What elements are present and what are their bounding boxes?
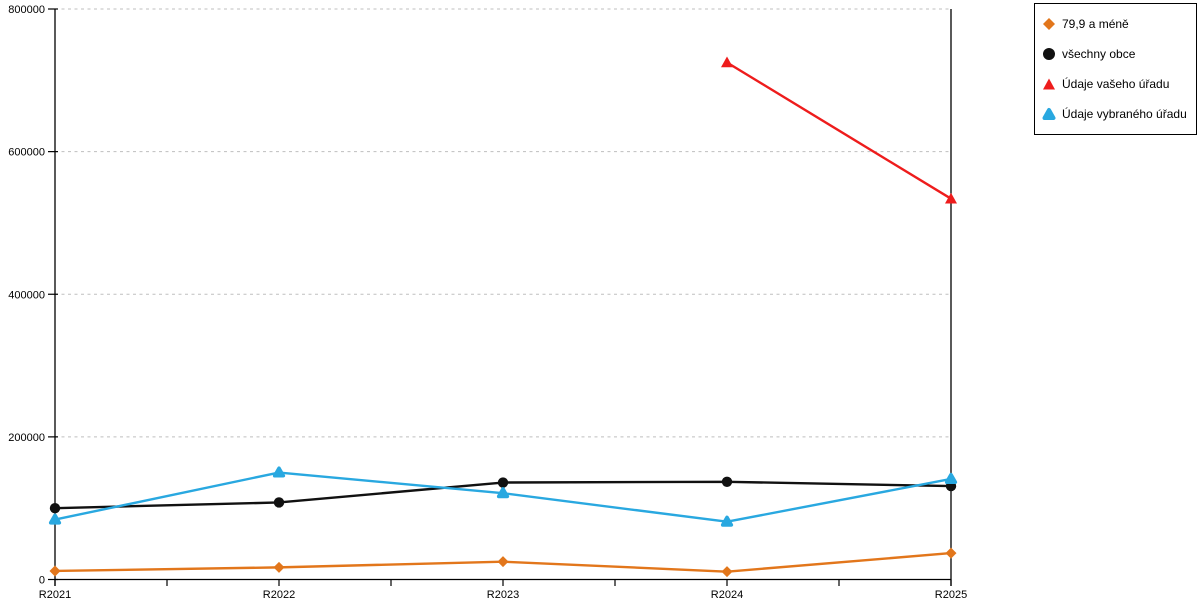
marker-triangle-rounded [496,487,510,499]
marker-triangle-rounded [944,472,958,484]
marker-diamond [945,547,957,559]
marker-circle [273,497,285,508]
marker-circle [721,476,733,488]
marker-triangle [721,56,733,68]
y-tick-label: 800000 [8,4,45,16]
marker-circle [49,502,61,514]
x-tick-label: R2024 [711,589,743,600]
triangle-rounded-icon [1042,108,1056,120]
legend-item-udaje-vaseho-uradu: Údaje vašeho úřadu [1042,69,1189,99]
marker-diamond [49,565,61,577]
marker-diamond [497,556,509,568]
series-3 [48,466,958,527]
x-tick-label: R2021 [39,589,71,600]
marker-triangle [945,192,957,204]
legend-label: 79,9 a méně [1062,17,1129,31]
series-line [726,61,952,200]
x-tick-label: R2025 [935,589,967,600]
legend-item-udaje-vybraneho-uradu: Údaje vybraného úřadu [1042,99,1189,129]
marker-triangle-rounded [48,513,62,525]
marker-triangle-rounded [720,515,734,527]
y-tick-label: 400000 [8,289,45,301]
x-tick-label: R2022 [263,589,295,600]
y-tick-label: 600000 [8,147,45,159]
triangle-icon [1043,78,1055,90]
series-2 [721,56,957,204]
x-tick-label: R2023 [487,589,519,600]
legend-label: Údaje vybraného úřadu [1062,107,1187,121]
legend: 79,9 a méně všechny obce Údaje vašeho úř… [1034,3,1197,135]
marker-diamond [273,561,285,573]
diamond-icon [1043,18,1055,30]
marker-triangle-rounded [272,466,286,478]
legend-item-vsechny-obce: všechny obce [1042,39,1189,69]
marker-diamond [721,566,733,578]
marker-circle [497,477,509,488]
legend-label: všechny obce [1062,47,1136,61]
legend-item-79-9-a-mene: 79,9 a méně [1042,9,1189,39]
circle-icon [1043,48,1055,60]
series-0 [49,547,957,578]
y-tick-label: 200000 [8,432,45,444]
y-tick-label: 0 [39,575,45,587]
legend-label: Údaje vašeho úřadu [1062,77,1170,91]
